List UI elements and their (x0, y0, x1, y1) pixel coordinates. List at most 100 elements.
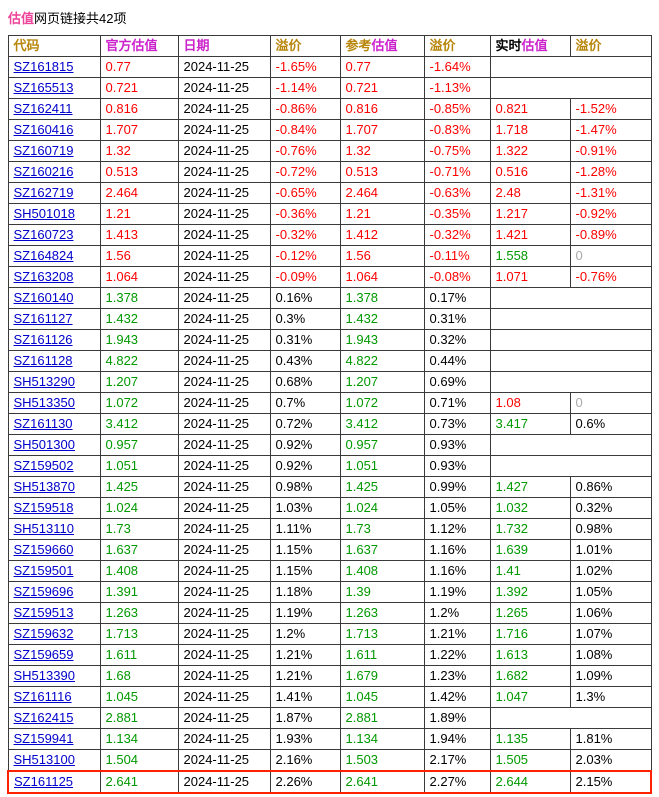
code-link[interactable]: SZ160416 (13, 122, 74, 137)
table-row: SZ164824 1.56 2024-11-25 -0.12% 1.56 -0.11% 1.… (7, 245, 652, 267)
value-cell: 0.98% (569, 518, 652, 540)
value-cell: 0 (569, 392, 652, 414)
value-cell: 1.134 (99, 728, 179, 750)
value-cell: 1.05% (569, 581, 652, 603)
empty-realtime-cell (489, 434, 652, 456)
code-cell[interactable]: SZ165513 (7, 77, 101, 99)
table-row: SZ159696 1.391 2024-11-25 1.18% 1.39 1.19% 1.3… (7, 581, 652, 603)
code-cell[interactable]: SZ159659 (7, 644, 101, 666)
code-cell[interactable]: SZ160719 (7, 140, 101, 162)
value-cell: 4.822 (99, 350, 179, 372)
code-cell[interactable]: SH513110 (7, 518, 101, 540)
code-cell[interactable]: SH513100 (7, 749, 101, 772)
code-link[interactable]: SZ161125 (14, 774, 74, 789)
code-cell[interactable]: SZ159660 (7, 539, 101, 561)
code-cell[interactable]: SZ161126 (7, 329, 101, 351)
code-link[interactable]: SZ159941 (13, 731, 74, 746)
code-link[interactable]: SH513100 (13, 752, 75, 767)
code-link[interactable]: SZ159660 (13, 542, 74, 557)
value-cell: 1.08 (489, 392, 571, 414)
code-link[interactable]: SZ163208 (13, 269, 74, 284)
code-cell[interactable]: SZ159502 (7, 455, 101, 477)
code-link[interactable]: SH513110 (13, 521, 74, 536)
value-cell: 1.93% (269, 728, 341, 750)
code-cell[interactable]: SZ160723 (7, 224, 101, 246)
code-link[interactable]: SZ159518 (13, 500, 74, 515)
code-cell[interactable]: SZ159632 (7, 623, 101, 645)
code-cell[interactable]: SZ162415 (7, 707, 101, 729)
code-link[interactable]: SZ162411 (13, 101, 73, 116)
code-link[interactable]: SZ160140 (13, 290, 74, 305)
value-cell: 0.86% (569, 476, 652, 498)
code-link[interactable]: SZ164824 (13, 248, 74, 263)
code-link[interactable]: SZ162719 (13, 185, 74, 200)
value-cell: 1.3% (569, 686, 652, 708)
value-cell: 2024-11-25 (177, 266, 271, 288)
code-link[interactable]: SZ161128 (13, 353, 73, 368)
header-text: 溢价 (429, 38, 456, 53)
code-link[interactable]: SZ159501 (13, 563, 74, 578)
value-cell: 1.21% (269, 665, 341, 687)
code-cell[interactable]: SH501300 (7, 434, 101, 456)
value-cell: 2024-11-25 (177, 98, 271, 120)
value-cell: 1.21% (423, 623, 491, 645)
code-link[interactable]: SH513290 (13, 374, 75, 389)
code-cell[interactable]: SZ161815 (7, 56, 101, 78)
table-row: SH501300 0.957 2024-11-25 0.92% 0.957 0.93% (7, 434, 652, 456)
code-link[interactable]: SZ162415 (13, 710, 74, 725)
value-cell: 1.02% (569, 560, 652, 582)
code-link[interactable]: SZ160216 (13, 164, 74, 179)
code-cell[interactable]: SH513870 (7, 476, 101, 498)
code-link[interactable]: SZ161116 (13, 689, 72, 704)
code-cell[interactable]: SH501018 (7, 203, 101, 225)
code-link[interactable]: SH501018 (13, 206, 75, 221)
code-link[interactable]: SZ161126 (13, 332, 73, 347)
table-row: SZ159501 1.408 2024-11-25 1.15% 1.408 1.16% 1.… (7, 560, 652, 582)
code-cell[interactable]: SZ161127 (7, 308, 101, 330)
code-link[interactable]: SZ159502 (13, 458, 74, 473)
code-cell[interactable]: SZ164824 (7, 245, 101, 267)
value-cell: 1.391 (99, 581, 179, 603)
value-cell: -1.52% (569, 98, 652, 120)
value-cell: 1.134 (339, 728, 425, 750)
code-cell[interactable]: SZ161116 (7, 686, 101, 708)
code-link[interactable]: SH501300 (13, 437, 75, 452)
code-cell[interactable]: SZ161125 (7, 770, 101, 794)
value-cell: 0.73% (423, 413, 491, 435)
code-link[interactable]: SZ159659 (13, 647, 74, 662)
code-cell[interactable]: SZ159501 (7, 560, 101, 582)
code-link[interactable]: SZ161130 (13, 416, 73, 431)
code-link[interactable]: SZ160719 (13, 143, 74, 158)
code-link[interactable]: SZ161815 (13, 59, 74, 74)
code-cell[interactable]: SZ159518 (7, 497, 101, 519)
code-link[interactable]: SZ159696 (13, 584, 74, 599)
value-cell: 2.464 (99, 182, 179, 204)
code-link[interactable]: SH513350 (13, 395, 75, 410)
code-cell[interactable]: SZ162719 (7, 182, 101, 204)
code-cell[interactable]: SH513350 (7, 392, 101, 414)
code-link[interactable]: SZ161127 (13, 311, 73, 326)
value-cell: 2024-11-25 (177, 434, 271, 456)
code-cell[interactable]: SZ159941 (7, 728, 101, 750)
code-cell[interactable]: SH513290 (7, 371, 101, 393)
table-row: SZ159518 1.024 2024-11-25 1.03% 1.024 1.05% 1.… (7, 497, 652, 519)
code-cell[interactable]: SZ159696 (7, 581, 101, 603)
code-cell[interactable]: SZ161130 (7, 413, 101, 435)
code-cell[interactable]: SZ162411 (7, 98, 101, 120)
code-cell[interactable]: SZ163208 (7, 266, 101, 288)
code-link[interactable]: SZ165513 (13, 80, 74, 95)
code-link[interactable]: SH513390 (13, 668, 75, 683)
value-cell: 1.207 (339, 371, 425, 393)
code-cell[interactable]: SZ160140 (7, 287, 101, 309)
code-link[interactable]: SH513870 (13, 479, 75, 494)
code-link[interactable]: SZ159632 (13, 626, 74, 641)
code-cell[interactable]: SZ159513 (7, 602, 101, 624)
code-link[interactable]: SZ160723 (13, 227, 74, 242)
code-link[interactable]: SZ159513 (13, 605, 74, 620)
code-cell[interactable]: SZ161128 (7, 350, 101, 372)
value-cell: 1.713 (99, 623, 179, 645)
code-cell[interactable]: SZ160416 (7, 119, 101, 141)
code-cell[interactable]: SZ160216 (7, 161, 101, 183)
value-cell: -0.35% (423, 203, 491, 225)
code-cell[interactable]: SH513390 (7, 665, 101, 687)
